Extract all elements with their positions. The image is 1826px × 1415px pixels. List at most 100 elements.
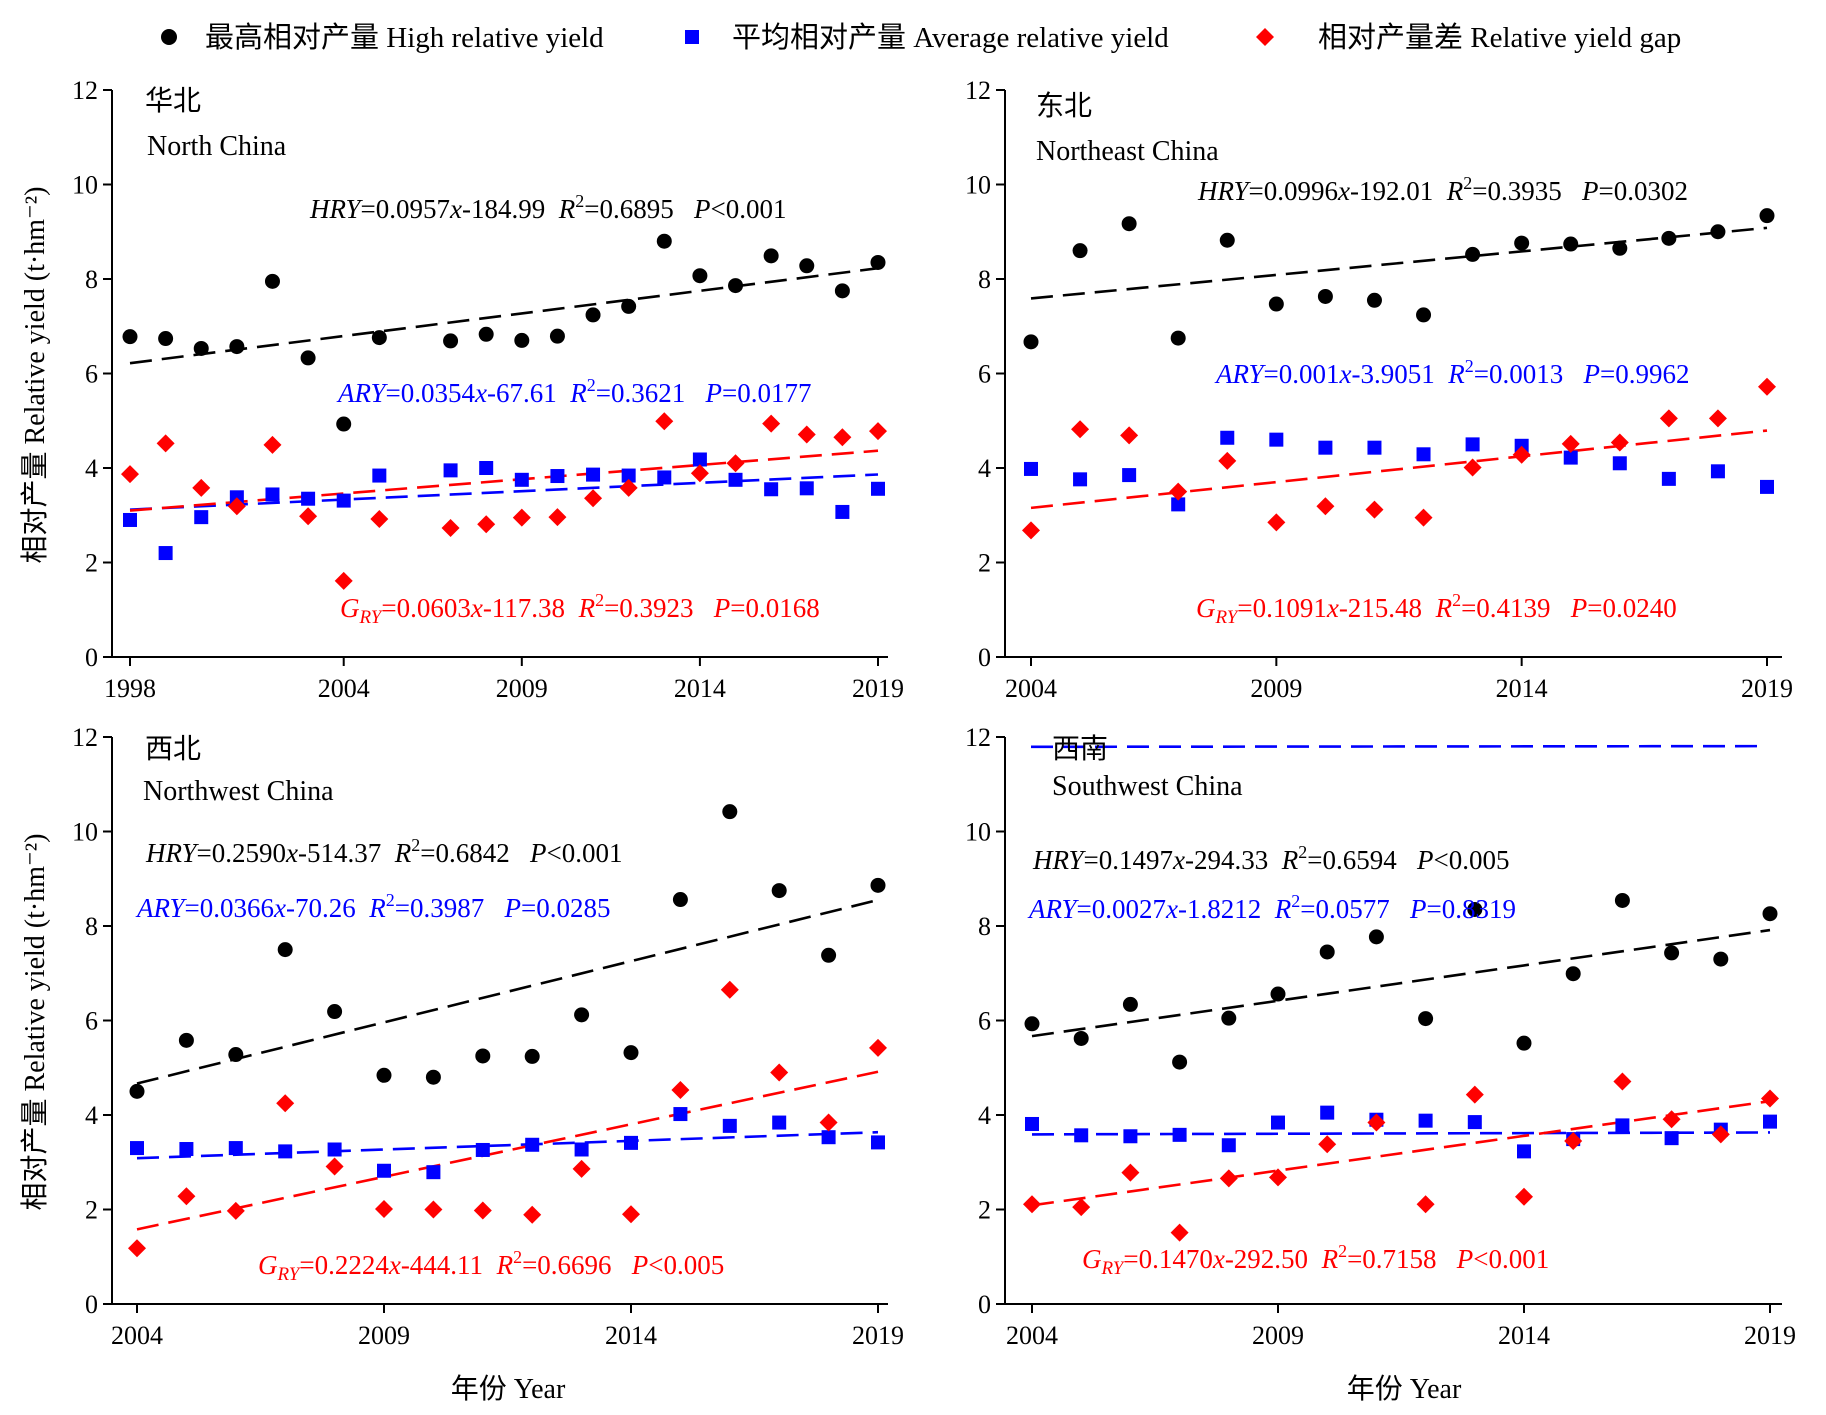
point-ary — [1318, 440, 1333, 455]
region-label-cn: 东北 — [1036, 90, 1092, 122]
point-gry — [1023, 1195, 1041, 1214]
point-ary — [1171, 497, 1186, 512]
equation-part: 2 — [411, 835, 420, 855]
point-ary — [1615, 1118, 1630, 1133]
point-hry — [672, 892, 688, 908]
y-tick-label: 2 — [978, 1196, 991, 1225]
point-hry — [1664, 945, 1680, 961]
point-gry — [1120, 426, 1139, 445]
point-hry — [870, 254, 886, 270]
point-gry — [770, 1063, 789, 1082]
equation-gry: GRY=0.1091x-215.48 R2=0.4139 P=0.0240 — [1196, 590, 1677, 628]
equation-part: =0.1091 — [1237, 593, 1326, 623]
point-ary — [1271, 1115, 1285, 1130]
point-hry — [549, 328, 565, 344]
equation-part: 2 — [1291, 891, 1300, 911]
point-hry — [1172, 1054, 1188, 1070]
point-ary — [1664, 1131, 1679, 1146]
point-hry — [1514, 235, 1530, 251]
point-ary — [1612, 456, 1627, 471]
point-gry — [1365, 500, 1384, 519]
y-tick-label: 10 — [72, 171, 98, 200]
point-ary — [621, 468, 636, 483]
y-axis-title-top: 相对产量 Relative yield (t·hm⁻²) — [19, 187, 51, 564]
equation-part: =0.001 — [1264, 359, 1340, 389]
y-tick-label: 12 — [965, 723, 991, 752]
equation-part: 2 — [1465, 356, 1474, 376]
equation-part: =0.4139 — [1461, 593, 1571, 623]
equation-part: =0.6594 — [1307, 845, 1417, 875]
point-ary — [1073, 472, 1088, 487]
point-gry — [1613, 1072, 1632, 1091]
point-hry — [656, 233, 672, 249]
point-gry — [1465, 1085, 1484, 1104]
point-ary — [1760, 479, 1774, 494]
equation-part: -184.99 — [462, 194, 559, 224]
equation-part: R — [578, 593, 596, 623]
point-ary — [1416, 447, 1431, 462]
point-gry — [1318, 1135, 1337, 1154]
point-ary — [475, 1142, 490, 1157]
y-tick-label: 4 — [85, 1101, 98, 1130]
x-tick-label: 2004 — [1006, 1321, 1058, 1350]
y-tick-label: 8 — [85, 912, 98, 941]
equation-part: ARY — [1027, 894, 1079, 924]
point-ary — [574, 1142, 589, 1157]
point-gry — [1269, 1168, 1287, 1187]
trend-line-ary — [1031, 1131, 1771, 1136]
equation-part: =0.6895 — [584, 194, 694, 224]
point-ary — [1467, 1115, 1482, 1130]
equation-part: P — [503, 893, 521, 923]
point-ary — [1517, 1144, 1531, 1159]
point-gry — [869, 422, 887, 441]
point-ary — [764, 482, 779, 497]
point-gry — [1170, 1223, 1189, 1242]
point-ary — [443, 463, 458, 478]
region-label-cn: 华北 — [145, 85, 201, 117]
equation-part: =0.3923 — [604, 593, 714, 623]
point-hry — [1563, 236, 1579, 252]
point-gry — [671, 1080, 690, 1099]
legend-marker-hry — [161, 29, 177, 45]
point-ary — [301, 491, 316, 506]
point-ary — [1763, 1114, 1777, 1129]
point-hry — [1121, 216, 1137, 232]
x-tick-label: 2019 — [1744, 1321, 1796, 1350]
point-ary — [1661, 471, 1676, 486]
equation-part: P — [704, 378, 722, 408]
equation-part: RY — [1215, 607, 1240, 628]
point-hry — [574, 1007, 590, 1023]
equation-part: R — [394, 838, 412, 868]
point-hry — [1368, 929, 1384, 945]
y-tick-label: 12 — [72, 76, 98, 105]
trend-line-ary — [1030, 744, 1768, 749]
point-gry — [1316, 497, 1335, 516]
panel-northwest-china: 0 2 4 6 8 10 12 2004 2009 2014 2019 西北 Northwest Chi… — [72, 723, 904, 1350]
equation-part: R — [1447, 359, 1465, 389]
x-axis-title-left: 年份 Year — [451, 1373, 566, 1405]
point-gry — [1072, 1198, 1091, 1217]
point-gry — [1414, 508, 1433, 527]
equation-part: P — [631, 1250, 649, 1280]
point-hry — [585, 307, 601, 323]
equation-part: =0.6696 — [522, 1250, 632, 1280]
point-ary — [1563, 450, 1578, 465]
equation-part: HRY — [145, 838, 200, 868]
x-tick-label: 2009 — [358, 1321, 410, 1350]
equation-part: x — [470, 593, 483, 623]
point-gry — [1758, 377, 1776, 396]
point-gry — [512, 508, 531, 527]
equation-part: R — [496, 1250, 514, 1280]
point-hry — [1219, 232, 1235, 248]
point-ary — [479, 461, 494, 475]
x-tick-label: 2004 — [111, 1321, 163, 1350]
point-hry — [1516, 1035, 1532, 1051]
point-hry — [1467, 901, 1483, 917]
x-tick-label: 2019 — [852, 674, 904, 703]
panel-southwest-china: 0 2 4 6 8 10 12 2004 2009 2014 2019 西南 Southwest Chi… — [965, 723, 1796, 1350]
point-ary — [1025, 1116, 1039, 1131]
point-ary — [722, 1118, 737, 1133]
point-gry — [1761, 1089, 1779, 1108]
point-ary — [336, 493, 351, 508]
